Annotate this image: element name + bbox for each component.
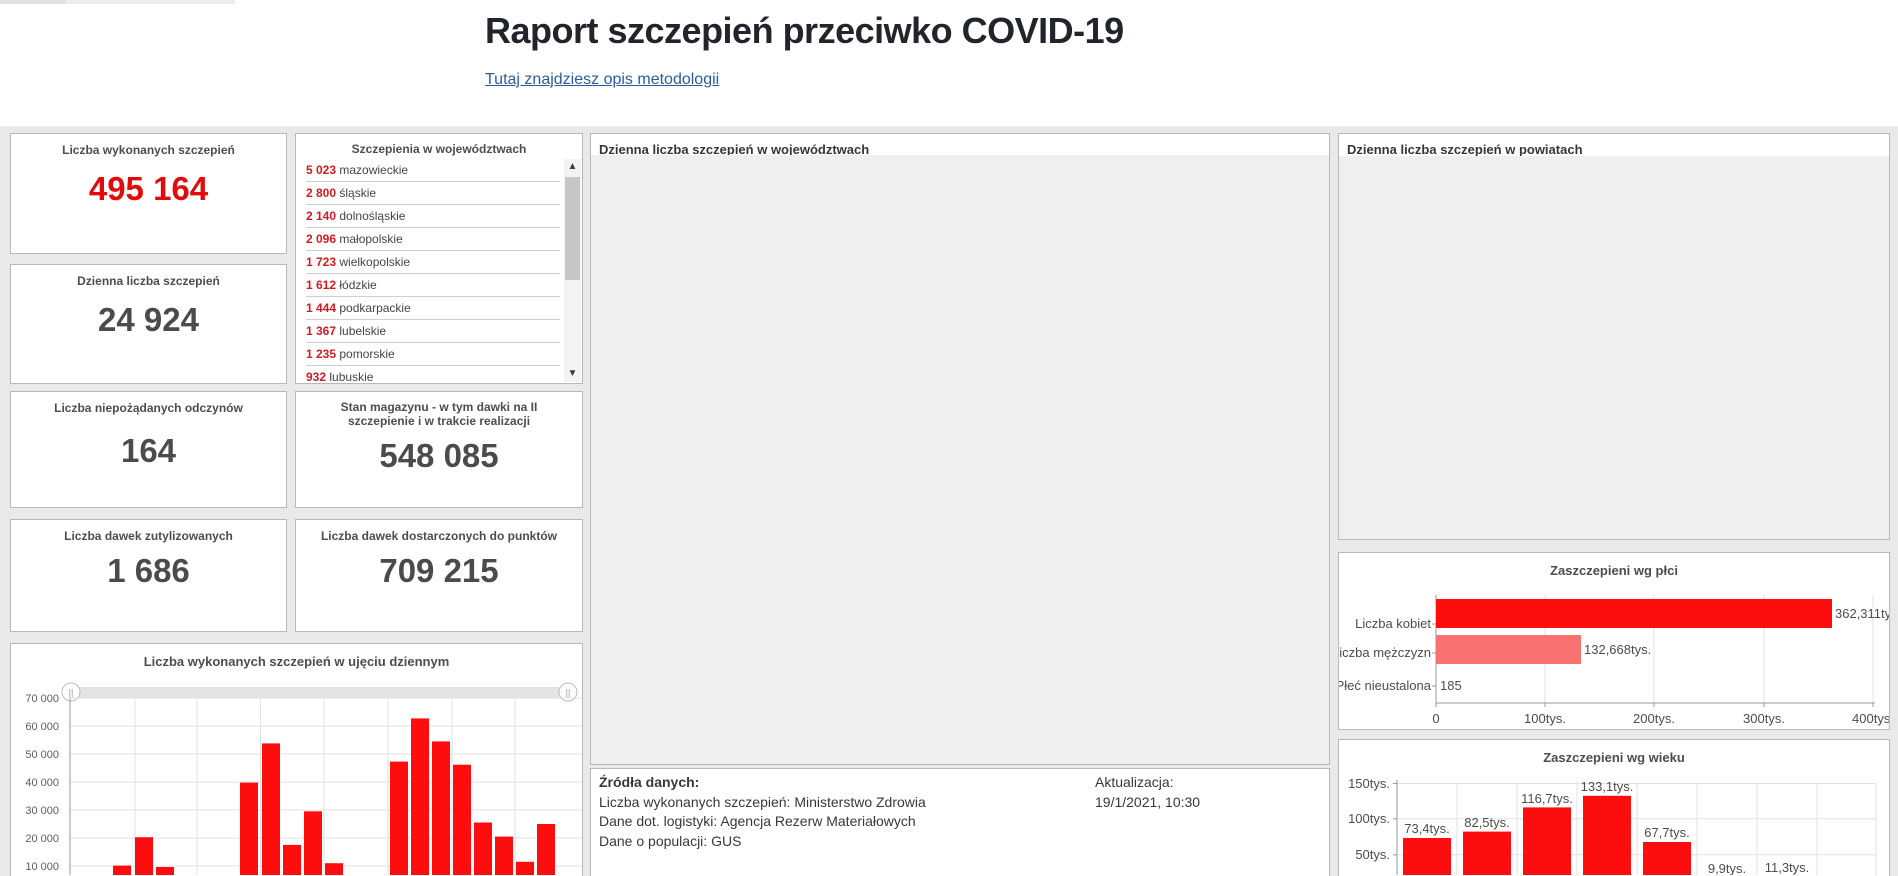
svg-text:Liczba kobiet: Liczba kobiet: [1355, 616, 1431, 631]
svg-text:10 000: 10 000: [25, 861, 59, 873]
svg-text:200tys.: 200tys.: [1633, 711, 1675, 726]
svg-text:400tys.: 400tys.: [1852, 711, 1889, 726]
svg-text:300tys.: 300tys.: [1743, 711, 1785, 726]
svg-text:||: ||: [566, 688, 571, 698]
svg-text:100tys.: 100tys.: [1524, 711, 1566, 726]
svg-text:100tys.: 100tys.: [1348, 811, 1390, 826]
svg-text:133,1tys.: 133,1tys.: [1581, 779, 1634, 794]
svg-text:73,4tys.: 73,4tys.: [1404, 821, 1450, 836]
svg-text:67,7tys.: 67,7tys.: [1644, 825, 1690, 840]
svg-text:150tys.: 150tys.: [1348, 776, 1390, 791]
svg-text:20 000: 20 000: [25, 833, 59, 845]
svg-text:50tys.: 50tys.: [1355, 847, 1390, 862]
svg-text:50 000: 50 000: [25, 749, 59, 761]
svg-text:70 000: 70 000: [25, 693, 59, 705]
svg-text:0: 0: [1432, 711, 1439, 726]
svg-text:Liczba mężczyzn: Liczba mężczyzn: [1339, 645, 1431, 660]
svg-text:116,7tys.: 116,7tys.: [1521, 791, 1573, 806]
svg-text:60 000: 60 000: [25, 721, 59, 733]
svg-text:9,9tys.: 9,9tys.: [1708, 861, 1746, 875]
svg-text:30 000: 30 000: [25, 805, 59, 817]
svg-text:Płeć nieustalona: Płeć nieustalona: [1339, 678, 1432, 693]
svg-text:362,311tys.: 362,311tys.: [1835, 606, 1889, 621]
svg-text:82,5tys.: 82,5tys.: [1464, 815, 1510, 830]
svg-text:||: ||: [69, 688, 74, 698]
svg-text:40 000: 40 000: [25, 777, 59, 789]
svg-text:185: 185: [1440, 678, 1462, 693]
svg-text:132,668tys.: 132,668tys.: [1584, 642, 1651, 657]
svg-text:11,3tys.: 11,3tys.: [1765, 860, 1810, 875]
